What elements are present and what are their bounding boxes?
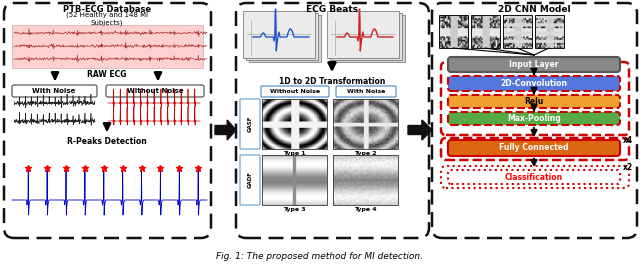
Bar bbox=[535, 15, 564, 48]
Text: Without Noise: Without Noise bbox=[127, 88, 183, 94]
Text: Fig. 1: The proposed method for MI detection.: Fig. 1: The proposed method for MI detec… bbox=[216, 252, 424, 261]
Text: 1D to 2D Transformation: 1D to 2D Transformation bbox=[279, 77, 385, 86]
Text: Without Noise: Without Noise bbox=[270, 89, 320, 94]
Bar bbox=[249, 15, 321, 62]
FancyBboxPatch shape bbox=[448, 140, 620, 156]
FancyBboxPatch shape bbox=[448, 76, 620, 91]
Polygon shape bbox=[215, 120, 236, 140]
Bar bbox=[262, 99, 327, 149]
FancyBboxPatch shape bbox=[448, 57, 620, 72]
Text: Relu: Relu bbox=[524, 97, 543, 106]
Bar bbox=[243, 11, 315, 58]
Text: Type 2: Type 2 bbox=[354, 151, 376, 156]
Text: Type 1: Type 1 bbox=[283, 151, 305, 156]
Text: (52 Healthy and 148 MI: (52 Healthy and 148 MI bbox=[66, 12, 148, 18]
FancyBboxPatch shape bbox=[240, 99, 260, 149]
FancyBboxPatch shape bbox=[12, 85, 97, 97]
Text: Classification: Classification bbox=[505, 172, 563, 182]
FancyBboxPatch shape bbox=[336, 86, 396, 97]
Text: With Noise: With Noise bbox=[32, 88, 76, 94]
Bar bbox=[439, 15, 468, 48]
Bar bbox=[246, 13, 318, 60]
FancyBboxPatch shape bbox=[240, 155, 260, 205]
Text: R-Peaks Detection: R-Peaks Detection bbox=[67, 137, 147, 146]
Text: Fully Connected: Fully Connected bbox=[499, 143, 569, 152]
Text: GASF: GASF bbox=[248, 116, 253, 132]
Bar bbox=[262, 155, 327, 205]
FancyBboxPatch shape bbox=[448, 170, 620, 184]
Text: PTB-ECG Database: PTB-ECG Database bbox=[63, 5, 151, 14]
Text: 2D CNN Model: 2D CNN Model bbox=[498, 5, 570, 14]
Bar bbox=[333, 99, 398, 149]
FancyBboxPatch shape bbox=[448, 95, 620, 108]
Text: Type 3: Type 3 bbox=[283, 207, 305, 212]
Bar bbox=[330, 13, 402, 60]
FancyBboxPatch shape bbox=[448, 112, 620, 125]
Text: x2: x2 bbox=[623, 163, 633, 172]
Text: Subjects): Subjects) bbox=[91, 19, 124, 26]
Polygon shape bbox=[408, 120, 432, 140]
Bar bbox=[333, 15, 405, 62]
Text: 2D-Convolution: 2D-Convolution bbox=[500, 79, 568, 88]
Text: x4: x4 bbox=[623, 136, 633, 145]
Text: Max-Pooling: Max-Pooling bbox=[507, 114, 561, 123]
Bar bbox=[503, 15, 532, 48]
Bar bbox=[471, 15, 500, 48]
Text: Type 4: Type 4 bbox=[354, 207, 376, 212]
Text: GADF: GADF bbox=[248, 171, 253, 189]
FancyBboxPatch shape bbox=[261, 86, 329, 97]
Bar bbox=[12, 25, 203, 68]
FancyBboxPatch shape bbox=[106, 85, 204, 97]
Text: ECG Beats: ECG Beats bbox=[306, 5, 358, 14]
Bar bbox=[327, 11, 399, 58]
Bar bbox=[333, 155, 398, 205]
Text: With Noise: With Noise bbox=[347, 89, 385, 94]
Text: RAW ECG: RAW ECG bbox=[87, 70, 127, 79]
Text: Input Layer: Input Layer bbox=[509, 60, 559, 69]
